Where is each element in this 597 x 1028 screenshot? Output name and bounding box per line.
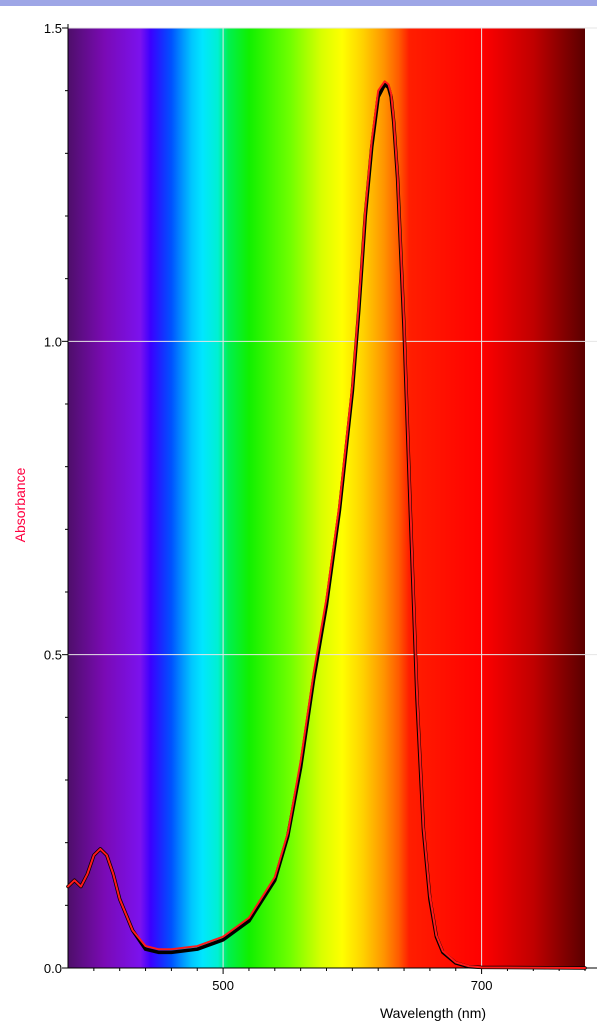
y-tick-label: 0.0 [44, 961, 62, 976]
top-border [0, 0, 597, 6]
y-axis-label: Absorbance [12, 467, 28, 542]
series-line-red [67, 80, 586, 969]
spectrum-background [68, 28, 585, 968]
y-tick-label: 0.5 [44, 648, 62, 663]
axis-labels: Absorbance Wavelength (nm) 0.0 0.5 1.0 1.5 5… [12, 21, 492, 1021]
y-tick-label: 1.5 [44, 21, 62, 36]
series-lines [66, 80, 587, 970]
x-tick-label: 500 [212, 978, 234, 993]
y-tick-label: 1.0 [44, 334, 62, 349]
x-tick-label: 700 [471, 978, 493, 993]
x-axis-label: Wavelength (nm) [380, 1005, 486, 1021]
gridlines [68, 27, 597, 968]
